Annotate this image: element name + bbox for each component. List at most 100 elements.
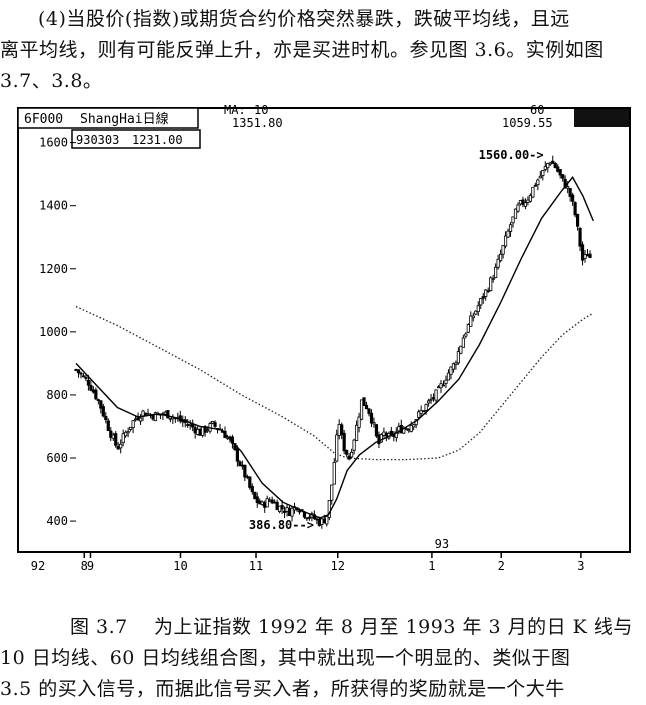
candle-body: [116, 446, 120, 450]
year-mark: 93: [435, 537, 449, 551]
candle-body: [79, 372, 83, 375]
candle-body: [369, 412, 374, 424]
candle-body: [206, 429, 210, 432]
candle-body: [265, 498, 269, 508]
candle-body: [285, 507, 289, 512]
candle-body: [278, 505, 282, 512]
candle-body: [325, 516, 329, 525]
candle-body: [238, 461, 242, 467]
candle-body: [258, 500, 262, 505]
candle-body: [568, 188, 572, 197]
candle-body: [469, 315, 473, 327]
candle-body: [297, 510, 302, 513]
year-prefix: 92: [31, 559, 45, 573]
candle-body: [213, 422, 217, 427]
candle-body: [255, 496, 259, 504]
candle-body: [543, 166, 547, 170]
candle-body: [263, 502, 267, 508]
candle-body: [235, 448, 239, 462]
annotations: 386.80--> 1560.00->: [249, 148, 544, 532]
candle-body: [404, 428, 408, 430]
ma10-period: 10: [254, 103, 268, 117]
candle-body: [446, 372, 451, 381]
candle-body: [210, 421, 215, 424]
candle-body: [260, 501, 264, 505]
candle-body: [320, 518, 324, 526]
candle-body: [362, 397, 366, 406]
candle-body: [290, 507, 294, 517]
intro-line-3: 3.7、3.8。: [0, 70, 103, 92]
chart-frame: [17, 107, 631, 553]
header-code: 6F000: [24, 112, 63, 127]
candle-body: [322, 518, 326, 524]
candle-body: [196, 429, 200, 435]
candle-body: [253, 491, 257, 500]
candle-body: [250, 485, 254, 493]
candle-body: [193, 427, 197, 434]
candle-body: [198, 428, 202, 436]
candle-body: [449, 366, 453, 375]
x-tick-label: 1: [428, 559, 435, 573]
candle-body: [270, 499, 274, 504]
candle-body: [74, 369, 78, 371]
header-selected-box: [71, 129, 201, 149]
header-code-box: [17, 107, 199, 129]
ma10-line: [75, 176, 594, 519]
candle-body: [481, 296, 485, 299]
candle-body: [551, 160, 555, 164]
ma10-value: 1351.80: [232, 116, 283, 130]
candle-body: [81, 375, 86, 378]
candle-body: [166, 410, 170, 419]
candle-body: [84, 376, 88, 379]
candle-body: [240, 464, 244, 467]
candle-body: [484, 289, 488, 297]
caption-line-1-text: 为上证指数 1992 年 8 月至 1993 年 3 月的日 K 线与: [153, 616, 633, 638]
candle-body: [151, 414, 155, 420]
candle-body: [553, 162, 557, 168]
ma60-line: [75, 306, 594, 461]
x-tick-label: 8: [81, 559, 88, 573]
candle-body: [345, 449, 349, 455]
ma10-series: [75, 176, 594, 519]
x-tick-label: 11: [249, 559, 263, 573]
candle-body: [412, 424, 416, 428]
y-tick-label: 1200: [39, 262, 68, 276]
candle-body: [354, 424, 359, 441]
candle-body: [121, 433, 125, 444]
header-selected-date: 930303: [76, 133, 119, 147]
candle-body: [573, 202, 577, 216]
y-tick-label: 1400: [39, 199, 68, 213]
caption-line-3: 3.5 的买入信号，而据此信号买入者，所获得的奖励就是一个大牛: [0, 678, 565, 700]
candle-body: [109, 430, 113, 438]
candle-body: [541, 170, 545, 176]
candle-body: [394, 431, 398, 438]
candle-body: [499, 253, 503, 262]
candle-body: [531, 186, 535, 198]
candle-body: [518, 200, 523, 205]
intro-paragraph: (4)当股价(指数)或期货合约价格突然暴跌，跌破平均线，且远 离平均线，则有可能…: [0, 4, 646, 97]
candle-body: [429, 398, 433, 401]
candle-body: [106, 420, 110, 431]
candle-body: [571, 194, 575, 202]
candle-body: [273, 501, 277, 504]
candle-body: [546, 163, 550, 169]
x-tick-label: 3: [577, 559, 584, 573]
candle-body: [556, 166, 560, 172]
annotation-label: 1560.00->: [479, 148, 544, 162]
candle-body: [119, 443, 123, 449]
candle-body: [491, 278, 495, 280]
candle-body: [575, 214, 580, 227]
candle-body: [419, 410, 423, 414]
candle-body: [523, 202, 528, 207]
header-name: ShangHai日線: [80, 111, 169, 127]
x-tick-label: 12: [331, 559, 345, 573]
intro-line-2: 离平均线，则有可能反弹上升，亦是买进时机。参见图 3.6。实例如图: [0, 39, 604, 61]
candle-body: [459, 345, 463, 354]
candle-body: [129, 426, 133, 430]
candle-body: [536, 179, 540, 186]
candle-body: [350, 451, 354, 458]
candle-body: [104, 416, 108, 421]
candle-body: [133, 418, 138, 421]
candle-body: [486, 290, 490, 293]
candle-body: [426, 400, 431, 404]
